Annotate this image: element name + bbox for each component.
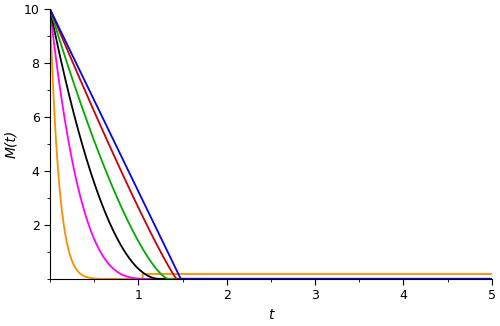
X-axis label: t: t [268,308,274,322]
Y-axis label: M(t): M(t) [4,130,18,158]
